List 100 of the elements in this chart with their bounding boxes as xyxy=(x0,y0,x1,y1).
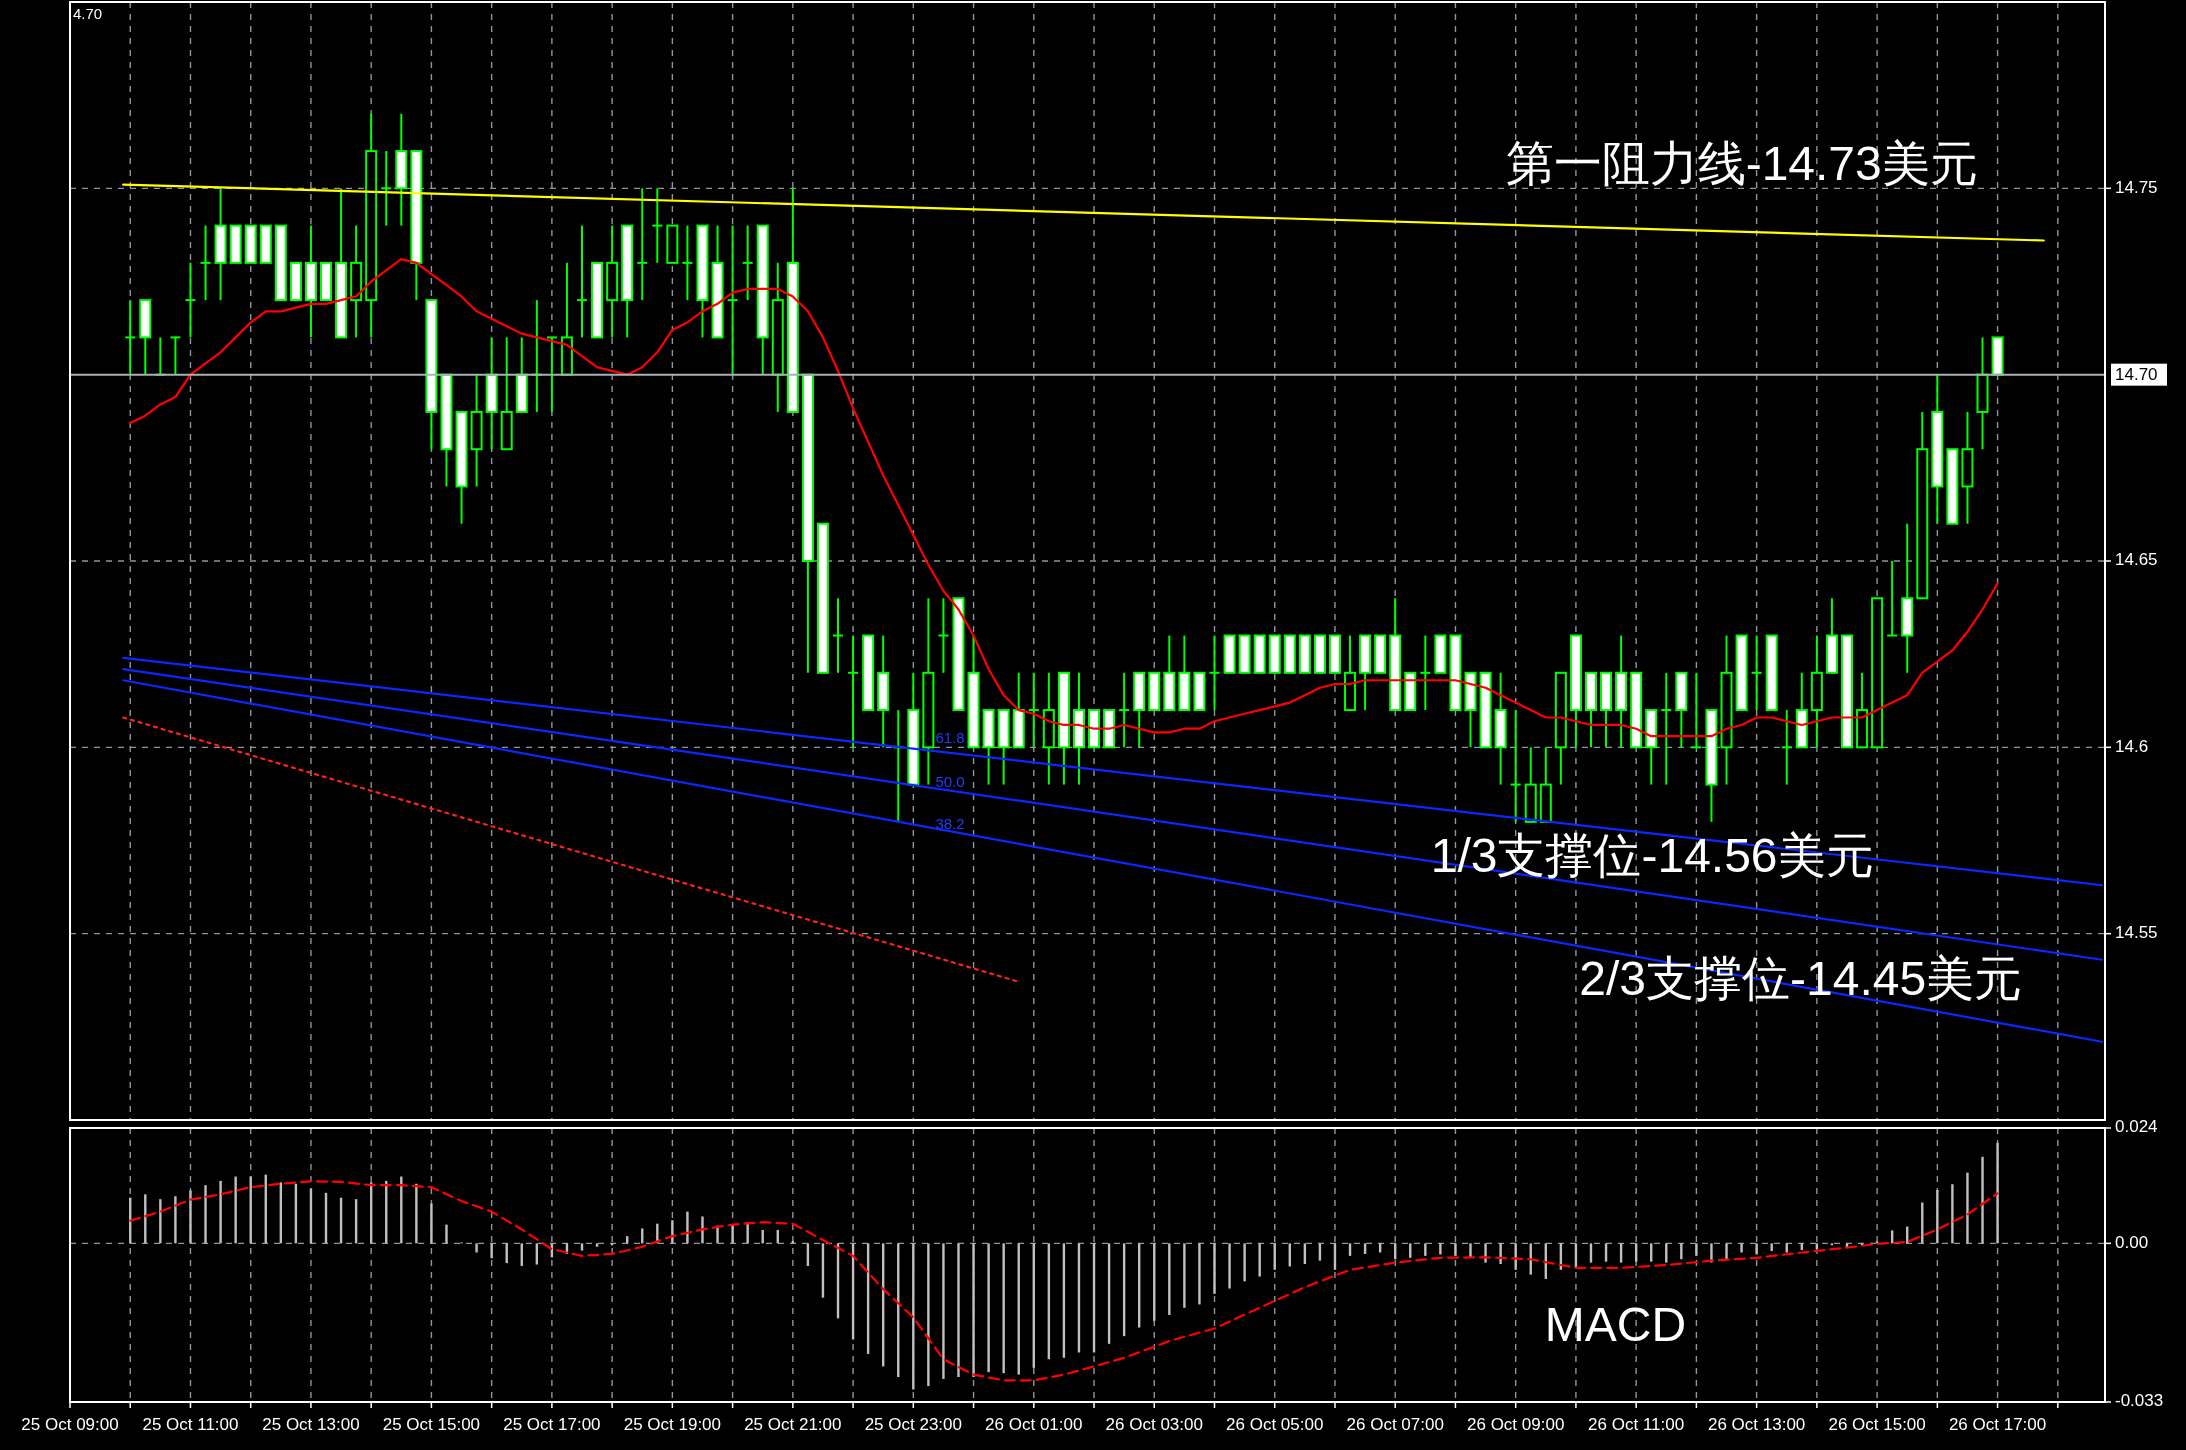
bar xyxy=(912,1243,915,1390)
y-tick-label: 14.6 xyxy=(2115,736,2149,756)
bar xyxy=(1002,1243,1005,1374)
bar xyxy=(415,1183,418,1244)
candlestick xyxy=(545,336,558,413)
bar xyxy=(1785,1243,1788,1253)
bar xyxy=(1213,1243,1216,1294)
x-tick-label: 26 Oct 13:00 xyxy=(1707,1415,1806,1434)
bar xyxy=(1183,1243,1186,1308)
candlestick xyxy=(847,634,860,749)
bar xyxy=(1996,1142,1999,1244)
bar xyxy=(174,1196,177,1244)
x-tick-label: 25 Oct 15:00 xyxy=(382,1415,481,1434)
candlestick xyxy=(1208,634,1221,712)
candlestick xyxy=(124,299,137,376)
bar xyxy=(595,1243,599,1247)
bar xyxy=(400,1176,403,1244)
candlestick xyxy=(1780,709,1793,786)
x-tick-label: 25 Oct 11:00 xyxy=(142,1415,239,1434)
candlestick xyxy=(636,187,649,302)
bar xyxy=(1499,1243,1502,1265)
bar xyxy=(1228,1243,1231,1289)
x-tick-label: 26 Oct 07:00 xyxy=(1346,1415,1444,1434)
bar xyxy=(987,1243,990,1373)
y-tick-label: 14.55 xyxy=(2115,923,2158,943)
x-tick-label: 25 Oct 09:00 xyxy=(21,1415,119,1434)
bar xyxy=(219,1180,222,1244)
candlestick xyxy=(1690,671,1703,749)
y-tick-label: -0.033 xyxy=(2115,1391,2164,1411)
candlestick xyxy=(199,224,212,302)
bar xyxy=(957,1243,960,1378)
candlestick xyxy=(651,187,664,264)
x-tick-label: 26 Oct 17:00 xyxy=(1948,1415,2047,1434)
candlestick xyxy=(1118,671,1131,749)
bar xyxy=(1695,1243,1698,1256)
x-tick-label: 25 Oct 13:00 xyxy=(262,1415,360,1434)
candlestick xyxy=(937,597,950,674)
bar xyxy=(1424,1243,1427,1256)
candlestick xyxy=(1660,671,1673,786)
x-tick-label: 26 Oct 05:00 xyxy=(1226,1415,1324,1434)
candlestick xyxy=(380,150,393,227)
x-tick-label: 26 Oct 15:00 xyxy=(1828,1415,1926,1434)
x-tick-label: 26 Oct 09:00 xyxy=(1467,1415,1565,1434)
bar xyxy=(1378,1243,1382,1253)
annotation: 38.2 xyxy=(935,814,965,832)
candlestick xyxy=(832,597,845,674)
bar xyxy=(731,1224,734,1244)
annotation: 4.70 xyxy=(73,5,103,23)
annotation: 61.8 xyxy=(935,728,965,746)
bar xyxy=(701,1216,704,1244)
bar xyxy=(1439,1243,1442,1255)
bar xyxy=(1740,1243,1743,1253)
candlestick xyxy=(741,224,754,302)
ref-line-label: 14.70 xyxy=(2115,365,2158,385)
candlestick xyxy=(1419,634,1432,712)
bar xyxy=(1168,1243,1171,1315)
candlestick xyxy=(576,224,589,339)
bar xyxy=(1680,1243,1683,1260)
bar xyxy=(189,1190,192,1244)
x-tick-label: 26 Oct 01:00 xyxy=(985,1415,1083,1434)
y-tick-label: 0.00 xyxy=(2115,1232,2149,1252)
bar xyxy=(1755,1243,1758,1255)
bar xyxy=(1966,1172,1969,1244)
x-tick-label: 25 Oct 23:00 xyxy=(864,1415,962,1434)
y-tick-label: 0.024 xyxy=(2115,1117,2158,1137)
bar xyxy=(1951,1184,1954,1244)
bar xyxy=(430,1203,433,1244)
x-tick-label: 26 Oct 03:00 xyxy=(1105,1415,1203,1434)
bar xyxy=(927,1243,930,1387)
bar xyxy=(1936,1190,1939,1244)
annotation: 第一阻力线-14.73美元 xyxy=(1505,137,1978,191)
bar xyxy=(490,1243,493,1259)
bar xyxy=(475,1243,478,1253)
candlestick xyxy=(169,336,182,376)
bar xyxy=(204,1185,207,1244)
bar xyxy=(1981,1156,1984,1244)
bar xyxy=(1258,1243,1261,1277)
candlestick xyxy=(681,224,694,302)
x-tick-label: 25 Oct 21:00 xyxy=(744,1415,842,1434)
x-tick-label: 25 Oct 19:00 xyxy=(623,1415,722,1434)
bar xyxy=(1770,1243,1773,1252)
bar xyxy=(686,1211,689,1244)
y-tick-label: 14.75 xyxy=(2115,177,2158,197)
bar xyxy=(1725,1243,1728,1260)
candlestick xyxy=(1886,560,1899,637)
bar xyxy=(942,1243,945,1379)
bar xyxy=(1484,1243,1487,1263)
bar xyxy=(972,1243,975,1378)
y-tick-label: 14.65 xyxy=(2115,550,2158,570)
candlestick xyxy=(1027,671,1040,749)
bar xyxy=(1198,1243,1201,1305)
bar xyxy=(580,1243,584,1251)
candlestick xyxy=(184,261,197,339)
annotation: MACD xyxy=(1544,1297,1687,1351)
candlestick xyxy=(726,224,739,376)
candlestick xyxy=(1509,709,1522,823)
x-tick-label: 25 Oct 17:00 xyxy=(503,1415,601,1434)
bar xyxy=(445,1224,448,1244)
candlestick xyxy=(1750,634,1763,712)
annotation: 50.0 xyxy=(935,773,965,791)
